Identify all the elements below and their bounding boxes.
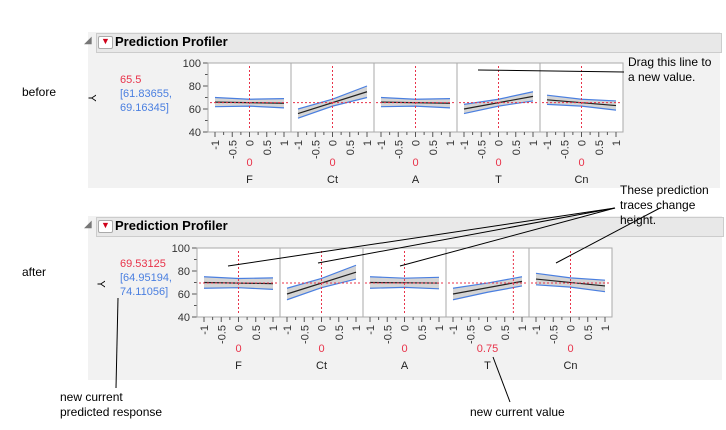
traces-note: These prediction traces change height. [620,183,709,228]
disclosure-triangle-icon[interactable]: ◢ [84,35,92,46]
predicted-value: 69.53125 [120,258,166,270]
red-menu-icon[interactable]: ▼ [98,220,113,233]
response-note-line: predicted response [60,405,163,419]
traces-note-line: height. [620,213,657,227]
traces-note-line: traces change [620,198,696,212]
ci-low: [61.83655, [120,88,172,100]
profiler-panel [88,32,720,188]
response-label: Y [85,94,98,102]
predicted-value: 65.5 [120,74,142,86]
drag-note-line: a new value. [628,70,696,84]
profiler-title: Prediction Profiler [115,34,228,49]
ci-high: 69.16345] [120,102,169,114]
traces-note-line: These prediction [620,183,709,197]
before-label: before [22,85,57,99]
current-value-note: new current value [470,405,565,419]
response-note-line: new current [60,390,123,404]
ci-high: 74.11056] [120,286,169,298]
drag-note: Drag this line to a new value. [628,55,711,85]
profiler-panel [88,216,722,380]
profiler-title: Prediction Profiler [115,218,228,233]
red-menu-icon[interactable]: ▼ [98,36,113,49]
response-note: new current predicted response [60,390,162,420]
disclosure-triangle-icon[interactable]: ◢ [84,219,92,230]
after-label: after [22,265,47,279]
ci-low: [64.95194, [120,272,172,284]
profiler-header[interactable] [96,33,722,53]
response-label: Y [94,280,107,288]
drag-note-line: Drag this line to [628,55,712,69]
